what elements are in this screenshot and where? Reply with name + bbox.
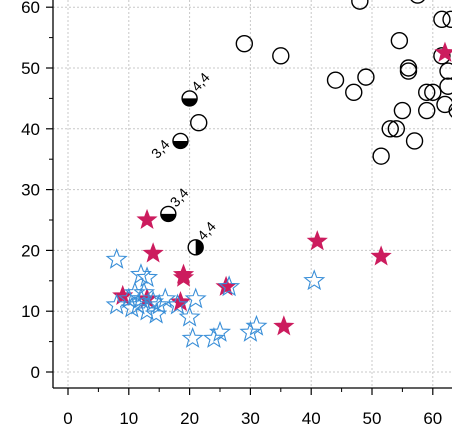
filled-star-point bbox=[136, 208, 158, 230]
x-tick-label: 0 bbox=[63, 409, 72, 428]
open-circle-point bbox=[190, 114, 208, 132]
open-circle-point bbox=[272, 47, 290, 65]
open-circle-point bbox=[442, 10, 452, 29]
open-circle-point bbox=[439, 77, 452, 95]
filled-star-point bbox=[434, 41, 452, 62]
x-tick-label: 10 bbox=[119, 409, 138, 428]
open-circle-point bbox=[448, 103, 452, 118]
open-star-point bbox=[154, 287, 177, 309]
open-circle-point bbox=[424, 83, 442, 102]
open-star-point bbox=[184, 287, 207, 309]
open-star-point bbox=[148, 293, 171, 315]
half-filled-circle-point bbox=[187, 239, 204, 256]
y-tick-label: 40 bbox=[21, 120, 40, 139]
filled-star-point bbox=[169, 290, 192, 312]
half-filled-circle-point bbox=[181, 90, 198, 107]
open-circle-point bbox=[372, 147, 390, 165]
open-star-point bbox=[218, 275, 241, 297]
open-circle-point bbox=[433, 10, 451, 29]
half-circle-fill bbox=[172, 140, 188, 149]
y-tick-label: 60 bbox=[21, 0, 40, 17]
half-filled-circle-point bbox=[160, 205, 177, 223]
y-tick-label: 0 bbox=[31, 363, 40, 382]
open-star-point bbox=[178, 305, 201, 327]
open-circle-point bbox=[405, 132, 424, 150]
open-star-point bbox=[123, 281, 146, 303]
open-circle-point bbox=[381, 120, 399, 138]
open-circle-point bbox=[235, 34, 254, 53]
tick-labels: 0 10 20 30 40 50 60 0 10 20 30 40 50 60 bbox=[21, 0, 442, 428]
half-circle-fill bbox=[160, 213, 176, 222]
open-circle-point bbox=[387, 120, 406, 138]
y-tick-label: 50 bbox=[21, 59, 40, 78]
open-star-point bbox=[105, 247, 128, 269]
x-tick-label: 60 bbox=[423, 409, 442, 428]
y-tick-label: 10 bbox=[21, 302, 40, 321]
half-circle-fill bbox=[182, 98, 198, 106]
y-tick-label: 30 bbox=[21, 181, 40, 200]
open-star-point bbox=[245, 314, 268, 336]
open-circle-point bbox=[433, 47, 451, 65]
point-annotation: 3,4 bbox=[148, 136, 173, 161]
open-circle-point bbox=[393, 101, 412, 120]
open-circle-point bbox=[357, 68, 375, 86]
open-circle-point bbox=[390, 31, 409, 50]
open-circle-point bbox=[410, 0, 425, 4]
x-tick-label: 30 bbox=[241, 409, 260, 428]
open-star-point bbox=[132, 281, 156, 303]
open-star-point bbox=[145, 302, 168, 324]
filled-star-point bbox=[172, 266, 195, 287]
y-tick-label: 20 bbox=[21, 241, 40, 260]
open-circle-point bbox=[436, 95, 452, 114]
x-tick-label: 50 bbox=[363, 409, 382, 428]
open-star-point bbox=[303, 269, 326, 291]
data-points: 4,43,43,44,4 bbox=[105, 0, 452, 348]
open-circle-point bbox=[351, 0, 369, 10]
x-tick-label: 20 bbox=[180, 409, 199, 428]
half-filled-circle-point bbox=[172, 132, 189, 150]
open-circle-point bbox=[439, 62, 452, 80]
open-star-point bbox=[202, 326, 225, 348]
filled-star-point bbox=[370, 245, 392, 266]
axes bbox=[46, 0, 452, 395]
x-tick-label: 40 bbox=[302, 409, 321, 428]
filled-star-point bbox=[142, 242, 164, 263]
open-star-point bbox=[239, 320, 262, 342]
half-circle-fill bbox=[195, 239, 204, 255]
open-star-point bbox=[208, 320, 232, 342]
open-star-point bbox=[129, 263, 152, 285]
filled-star-point bbox=[306, 230, 328, 251]
open-circle-point bbox=[418, 83, 436, 102]
grid-lines bbox=[53, 0, 452, 388]
open-circle-point bbox=[418, 101, 436, 120]
filled-star-point bbox=[273, 315, 295, 336]
open-star-point bbox=[181, 326, 204, 348]
open-star-point bbox=[136, 266, 159, 288]
open-circle-point bbox=[326, 71, 345, 89]
open-circle-point bbox=[345, 83, 363, 102]
open-circle-point bbox=[399, 62, 418, 80]
filled-star-point bbox=[215, 275, 237, 296]
open-star-point bbox=[166, 293, 189, 315]
